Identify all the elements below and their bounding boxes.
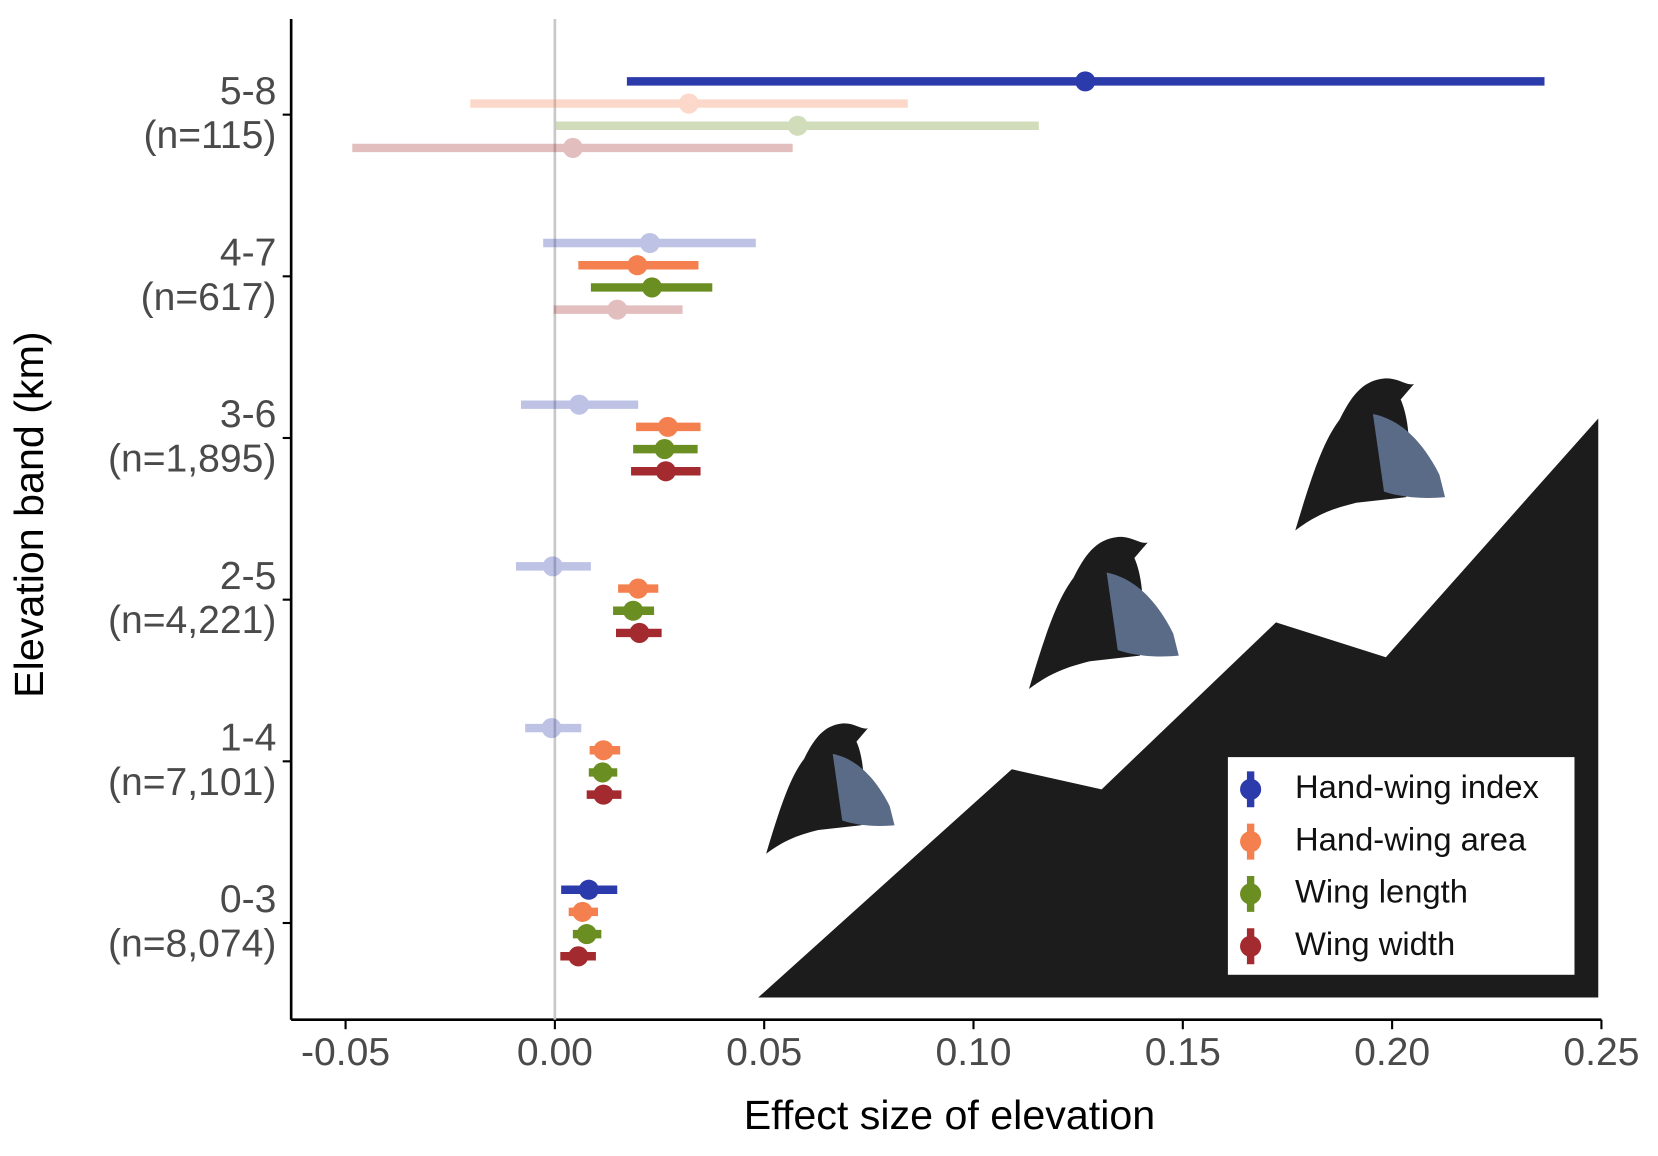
- point: [639, 232, 660, 254]
- y-tick-label: 3-6: [220, 393, 276, 436]
- legend-label: Wing length: [1295, 873, 1468, 910]
- estimate: [589, 740, 621, 761]
- x-tick-label: 0.00: [517, 1031, 593, 1074]
- point: [607, 299, 628, 320]
- legend-label: Hand-wing index: [1295, 768, 1540, 805]
- estimate: [470, 93, 908, 114]
- estimate: [515, 556, 591, 577]
- point: [593, 784, 614, 805]
- point: [572, 901, 593, 922]
- bird: [1028, 536, 1179, 689]
- point: [623, 600, 644, 621]
- estimate: [631, 461, 701, 482]
- y-tick-label: 4-7: [220, 232, 276, 275]
- y-tick-sublabel: (n=115): [143, 114, 276, 157]
- estimate: [352, 137, 793, 158]
- x-axis-title: Effect size of elevation: [744, 1092, 1156, 1138]
- point: [593, 740, 614, 761]
- estimate: [561, 879, 618, 900]
- legend-glyph: [1240, 883, 1262, 905]
- estimate: [636, 416, 701, 437]
- point: [592, 762, 613, 783]
- bird: [766, 723, 895, 854]
- y-tick-sublabel: (n=617): [141, 276, 277, 319]
- x-tick-label: 0.25: [1563, 1031, 1639, 1074]
- y-tick-sublabel: (n=4,221): [108, 599, 276, 642]
- point: [787, 115, 808, 136]
- point: [627, 255, 648, 276]
- legend-glyph: [1240, 778, 1262, 800]
- y-tick-sublabel: (n=1,895): [108, 438, 276, 481]
- legend-label: Wing width: [1295, 925, 1455, 962]
- estimate: [626, 71, 1545, 92]
- point: [578, 879, 599, 900]
- estimate: [543, 232, 756, 254]
- estimate: [633, 439, 698, 460]
- estimate: [613, 600, 655, 621]
- point: [655, 461, 676, 482]
- y-tick-label: 0-3: [220, 878, 276, 921]
- x-tick-label: 0.15: [1145, 1031, 1221, 1074]
- point: [1075, 71, 1096, 92]
- point: [541, 718, 562, 739]
- point: [576, 924, 597, 945]
- x-tick-label: 0.20: [1354, 1031, 1430, 1074]
- point: [542, 556, 563, 577]
- legend-glyph: [1240, 935, 1262, 957]
- x-tick-label: -0.05: [301, 1031, 390, 1074]
- y-tick-sublabel: (n=7,101): [108, 761, 276, 804]
- y-tick-label: 2-5: [220, 555, 276, 598]
- point: [568, 946, 589, 967]
- point: [562, 137, 583, 158]
- y-tick-label: 1-4: [220, 717, 276, 760]
- point: [629, 622, 650, 643]
- point: [569, 394, 590, 415]
- estimate: [525, 718, 582, 739]
- y-axis-title: Elevation band (km): [6, 331, 52, 697]
- estimate: [578, 255, 699, 276]
- point: [641, 277, 663, 298]
- estimate: [553, 299, 683, 320]
- estimate: [588, 762, 618, 783]
- point: [654, 439, 675, 460]
- y-tick-sublabel: (n=8,074): [108, 923, 276, 966]
- point: [657, 416, 678, 437]
- legend-box: [1227, 757, 1575, 975]
- estimate: [590, 277, 713, 298]
- estimate: [568, 901, 599, 922]
- estimate: [572, 924, 602, 945]
- point: [628, 578, 649, 599]
- x-tick-label: 0.10: [935, 1031, 1011, 1074]
- x-tick-label: 0.05: [726, 1031, 802, 1074]
- estimate: [560, 946, 596, 967]
- legend-glyph: [1240, 831, 1262, 853]
- estimate: [586, 784, 622, 805]
- point: [678, 93, 699, 114]
- estimate: [556, 115, 1039, 136]
- y-tick-label: 5-8: [220, 70, 276, 113]
- legend-label: Hand-wing area: [1295, 820, 1527, 857]
- estimate: [520, 394, 639, 415]
- bird: [1295, 378, 1446, 531]
- estimate: [618, 578, 659, 599]
- estimate: [616, 622, 662, 643]
